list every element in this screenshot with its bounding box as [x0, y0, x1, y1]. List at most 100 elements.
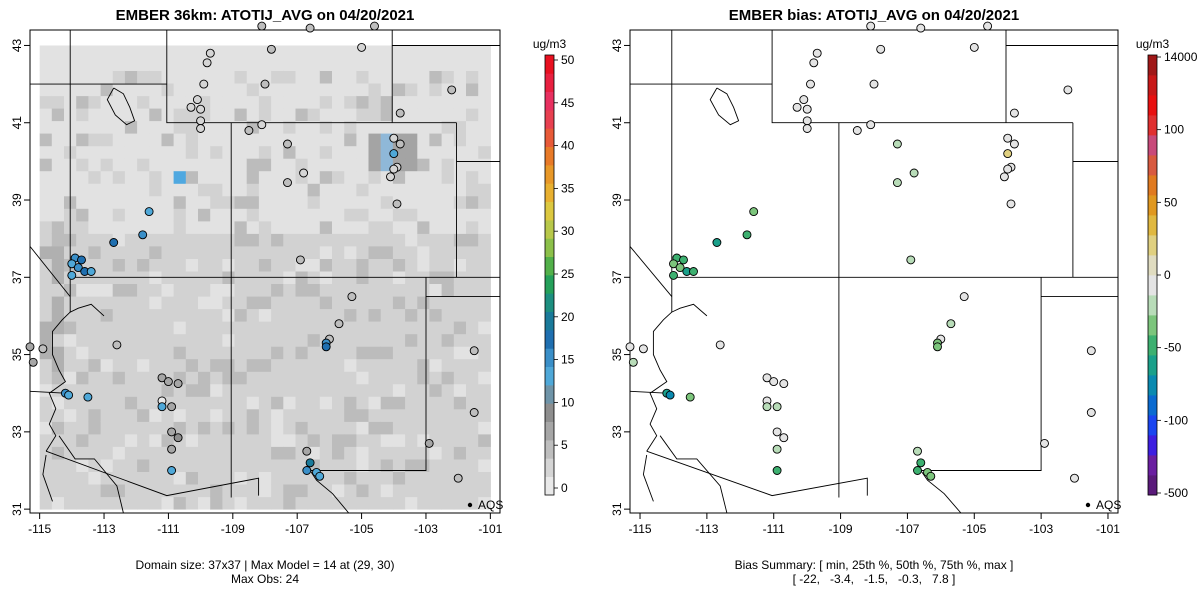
- grid-cell: [258, 158, 272, 172]
- grid-cell: [453, 459, 467, 472]
- grid-cell: [149, 70, 162, 84]
- grid-cell: [173, 70, 187, 84]
- grid-cell: [466, 83, 479, 97]
- legend-swatch: [545, 183, 554, 202]
- station-marker: [769, 377, 779, 387]
- grid-cell: [76, 333, 89, 347]
- station-marker: [447, 85, 457, 95]
- grid-cell: [39, 371, 53, 385]
- grid-cell: [246, 296, 260, 310]
- legend-tick-label: 50: [1164, 195, 1178, 209]
- grid-cell: [39, 58, 53, 71]
- grid-cell: [441, 346, 455, 360]
- grid-cell: [453, 308, 467, 322]
- state-boundary: [42, 454, 53, 502]
- grid-cell: [332, 58, 345, 71]
- grid-cell: [332, 471, 345, 485]
- grid-cell: [368, 208, 382, 222]
- grid-cell: [478, 283, 491, 297]
- grid-cell: [295, 283, 309, 297]
- grid-cell: [368, 446, 382, 460]
- grid-cell: [185, 321, 199, 335]
- grid-cell: [405, 408, 418, 422]
- grid-cell: [344, 58, 357, 71]
- grid-cell: [88, 233, 102, 247]
- grid-cell: [380, 233, 394, 247]
- state-boundary: [920, 277, 1042, 471]
- station-marker: [689, 267, 698, 276]
- grid-cell: [356, 208, 370, 222]
- station-marker: [196, 104, 206, 114]
- station-marker: [852, 126, 862, 135]
- grid-cell: [478, 95, 491, 109]
- grid-cell: [198, 346, 211, 360]
- grid-cell: [380, 246, 394, 259]
- state-boundary: [659, 435, 728, 514]
- grid-cell: [137, 108, 150, 122]
- grid-cell: [173, 358, 187, 372]
- grid-cell: [380, 220, 394, 234]
- grid-cell: [295, 308, 309, 322]
- x-tick-label: -103: [1029, 522, 1053, 536]
- grid-cell: [332, 358, 345, 372]
- grid-cell: [100, 321, 114, 335]
- grid-cell: [51, 158, 65, 172]
- station-marker: [138, 230, 148, 240]
- grid-cell: [441, 208, 455, 222]
- grid-cell: [356, 145, 370, 159]
- station-marker: [959, 292, 969, 302]
- grid-cell: [271, 446, 284, 460]
- grid-cell: [100, 246, 114, 259]
- grid-cell: [478, 408, 491, 422]
- grid-cell: [441, 433, 455, 447]
- station-marker: [892, 139, 902, 149]
- grid-cell: [51, 321, 65, 335]
- grid-cell: [307, 246, 321, 259]
- station-marker: [257, 21, 267, 31]
- grid-cell: [161, 83, 175, 97]
- grid-cell: [64, 346, 77, 360]
- grid-cell: [100, 496, 114, 510]
- grid-cell: [295, 396, 309, 410]
- station-marker: [299, 168, 309, 178]
- grid-cell: [234, 246, 248, 259]
- grid-cell: [246, 321, 260, 335]
- grid-cell: [137, 83, 150, 97]
- grid-cell: [51, 95, 65, 109]
- legend-tick-label: 14000: [1164, 50, 1198, 64]
- grid-cell: [271, 83, 284, 97]
- grid-cell: [271, 108, 284, 122]
- grid-cell: [380, 70, 394, 84]
- grid-cell: [356, 446, 370, 460]
- grid-cell: [368, 296, 382, 310]
- station-marker: [665, 390, 675, 400]
- grid-cell: [271, 396, 284, 410]
- grid-cell: [368, 95, 382, 109]
- station-marker: [302, 466, 312, 475]
- grid-cell: [283, 145, 296, 159]
- grid-cell: [161, 208, 175, 222]
- grid-cell: [124, 170, 138, 184]
- grid-cell: [51, 246, 65, 259]
- grid-cell: [405, 308, 418, 322]
- legend-swatch: [545, 201, 554, 221]
- grid-cell: [319, 258, 333, 272]
- station-marker: [347, 292, 357, 302]
- grid-cell: [234, 258, 248, 272]
- grid-cell: [100, 208, 114, 222]
- grid-cell: [478, 496, 491, 510]
- legend-swatch: [1148, 295, 1157, 316]
- grid-cell: [478, 45, 491, 59]
- grid-cell: [246, 95, 260, 109]
- grid-cell: [76, 408, 89, 422]
- grid-cell: [173, 120, 187, 134]
- grid-cell: [405, 183, 418, 197]
- grid-cell: [234, 45, 248, 59]
- grid-cell: [149, 220, 162, 234]
- great-salt-lake: [106, 87, 136, 126]
- grid-cell: [137, 371, 150, 385]
- grid-cell: [319, 246, 333, 259]
- station-marker: [305, 458, 315, 468]
- x-tick-label: -113: [695, 522, 718, 536]
- station-marker: [196, 116, 206, 126]
